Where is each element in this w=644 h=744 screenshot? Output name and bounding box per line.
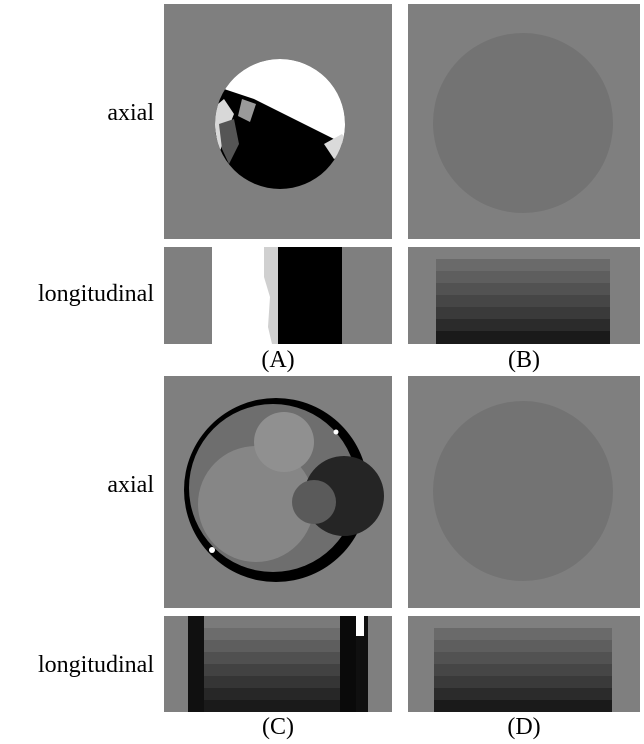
panel-b-axial-image: [433, 33, 613, 213]
panel-d-axial-image: [433, 401, 613, 581]
row-label-axial-top: axial: [107, 100, 154, 126]
row-label-longitudinal-bottom: longitudinal: [38, 652, 154, 678]
caption-b: (B): [508, 347, 540, 373]
panel-a-axial: [164, 4, 392, 239]
panel-d-longitudinal: [408, 616, 640, 712]
panel-c-axial-image: [184, 398, 384, 582]
panel-c-longitudinal: [164, 616, 392, 712]
row-label-longitudinal-top: longitudinal: [38, 281, 154, 307]
panel-b-axial: [408, 4, 640, 239]
panel-b-longitudinal: [408, 247, 640, 344]
panel-c-longitudinal-image: [188, 616, 368, 712]
panel-d-longitudinal-image: [434, 628, 612, 712]
caption-a: (A): [261, 347, 295, 373]
panel-c-axial: [164, 376, 392, 608]
caption-c: (C): [262, 714, 294, 740]
panel-d-axial: [408, 376, 640, 608]
row-label-axial-bottom: axial: [107, 472, 154, 498]
panel-b-longitudinal-image: [436, 259, 610, 344]
panel-a-axial-image: [215, 59, 345, 189]
caption-d: (D): [507, 714, 541, 740]
panel-a-longitudinal: [164, 247, 392, 344]
panel-a-longitudinal-image: [212, 247, 342, 344]
